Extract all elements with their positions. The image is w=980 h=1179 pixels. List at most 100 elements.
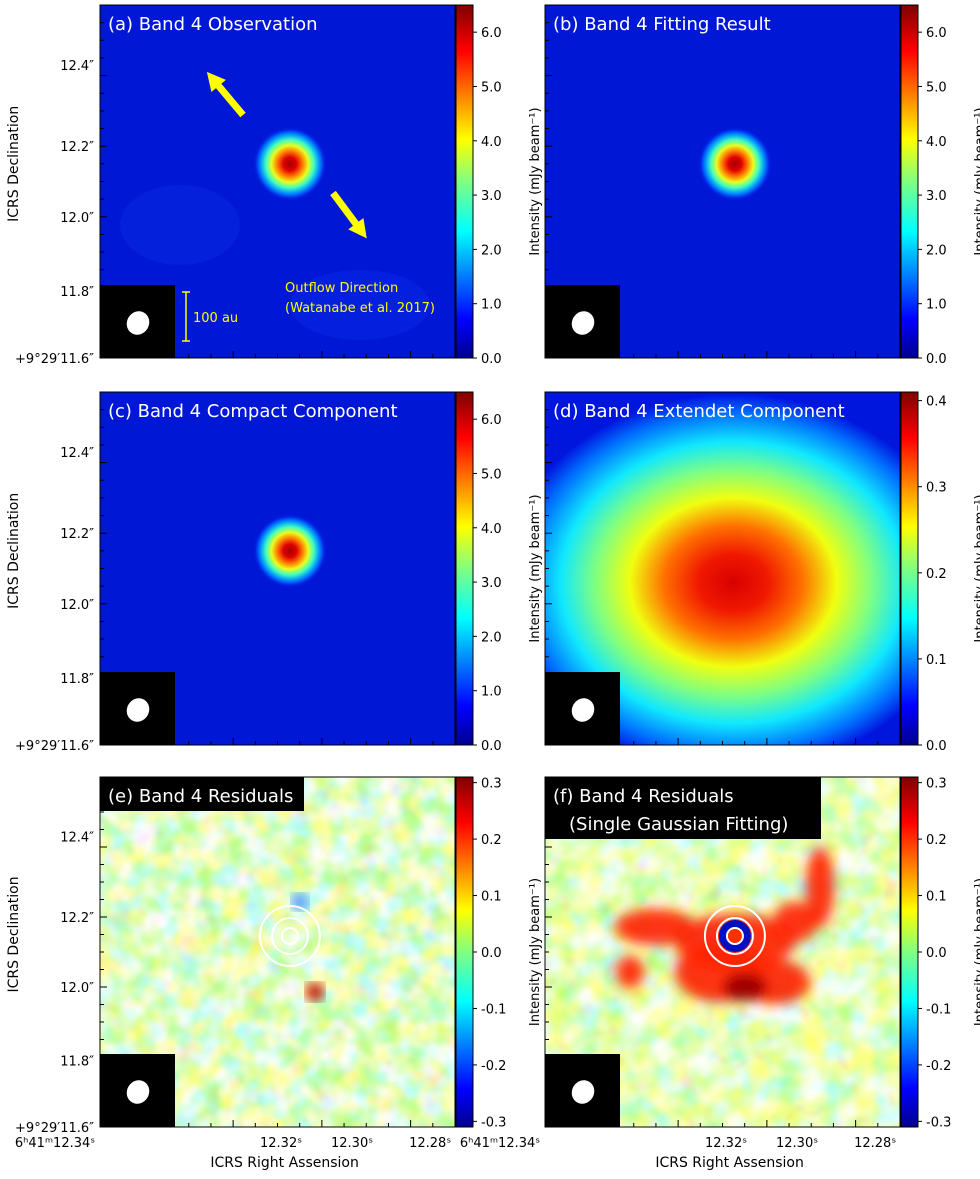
colorbar-tick-label: 0.0	[926, 946, 947, 961]
colorbar-tick-label: 0.0	[481, 946, 502, 961]
colorbar-tick-label: -0.3	[481, 1115, 506, 1130]
panel-title: (c) Band 4 Compact Component	[108, 401, 398, 422]
frame-ticks	[544, 776, 901, 1128]
colorbar-tick-label: 4.0	[926, 135, 947, 150]
beam-ellipse	[126, 311, 150, 335]
noise-patch	[120, 185, 240, 265]
outflow-arrow-head	[348, 218, 367, 239]
beam-ellipse	[571, 1080, 595, 1104]
excess-blob	[806, 847, 834, 927]
positive-center	[726, 928, 743, 944]
excess-peak	[723, 973, 767, 1001]
colorbar-tick-label: 2.0	[481, 630, 502, 645]
panel-f: (f) Band 4 Residuals (Single Gaussian Fit…	[460, 776, 980, 1171]
colorbar: -0.3 -0.2 -0.1 0.0 0.1 0.2 0.3 Intensity (mJy b…	[900, 776, 980, 1130]
y-axis-label: ICRS Declination	[6, 493, 22, 609]
colorbar-label: Intensity (mJy beam⁻¹)	[528, 107, 543, 255]
colorbar-tick-label: 5.0	[481, 80, 502, 95]
extended-source	[545, 394, 900, 745]
colorbar-label: Intensity (mJy beam⁻¹)	[528, 878, 543, 1026]
colorbar-tick-label: 0.0	[481, 352, 502, 367]
excess-blob	[616, 956, 644, 988]
xtick-label: 6ʰ41ᵐ12.34ˢ	[460, 1136, 540, 1151]
title-background	[545, 777, 821, 839]
colorbar: 0.0 1.0 2.0 3.0 4.0 5.0 6.0 Intensity (mJy beam…	[455, 391, 543, 754]
colorbar-tick-label: 6.0	[926, 26, 947, 41]
colorbar-tick-label: 4.0	[481, 522, 502, 537]
panel-title: (d) Band 4 Extendet Component	[553, 401, 845, 422]
ytick-label: 11.8″	[60, 672, 94, 687]
panel-title: (b) Band 4 Fitting Result	[553, 14, 771, 35]
contour-ring	[703, 905, 766, 967]
panel-subtitle: (Single Gaussian Fitting)	[569, 814, 788, 835]
beam-ellipse	[571, 698, 595, 722]
colorbar-tick-label: 1.0	[481, 685, 502, 700]
colorbar: 0.0 1.0 2.0 3.0 4.0 5.0 6.0 Intensity (mJy beam…	[900, 4, 980, 367]
outflow-annotation: Outflow Direction (Watanabe et al. 2017)	[206, 71, 435, 316]
beam-ellipse	[126, 698, 150, 722]
colorbar: -0.3 -0.2 -0.1 0.0 0.1 0.2 0.3 Intensity (mJy b…	[455, 776, 543, 1130]
xtick-label: 12.32ˢ	[260, 1136, 302, 1151]
colorbar-tick-label: -0.3	[926, 1115, 951, 1130]
colorbar-tick-label: -0.1	[926, 1002, 951, 1017]
outflow-ref: (Watanabe et al. 2017)	[285, 301, 435, 316]
excess-blob	[615, 909, 695, 945]
excess-blob	[773, 902, 817, 942]
panel-a: (a) Band 4 Observation 0.0 1.0 2.0 3.0 4.0 5.0…	[6, 4, 543, 367]
colorbar-tick-label: 0.3	[481, 777, 502, 792]
colorbar-tick-label: 0.1	[926, 653, 947, 668]
colorbar-tick-label: 0.1	[926, 890, 947, 905]
ytick-label: 12.2″	[60, 911, 94, 926]
ytick-label: 12.4″	[60, 831, 94, 846]
colorbar-tick-label: 3.0	[481, 189, 502, 204]
outflow-label: Outflow Direction	[285, 281, 398, 296]
ytick-label: 12.2″	[60, 140, 94, 155]
colorbar-gradient	[455, 391, 474, 746]
frame-ticks	[99, 391, 456, 746]
y-axis-label: ICRS Declination	[6, 876, 22, 992]
beam-inset	[545, 1054, 620, 1127]
positive-blob	[305, 983, 324, 1001]
colorbar-gradient	[900, 391, 919, 746]
colorbar: 0.0 0.1 0.2 0.3 0.4 Intensity (mJy beam⁻¹)	[900, 391, 980, 754]
colorbar-tick-label: 3.0	[926, 189, 947, 204]
compact-source-peak	[252, 513, 327, 588]
colorbar-tick-label: 0.2	[926, 833, 947, 848]
panel-title: (e) Band 4 Residuals	[108, 786, 293, 807]
ytick-label: +9°29′11.6″	[15, 1121, 94, 1136]
noise-patch	[290, 270, 430, 340]
colorbar-tick-label: 2.0	[926, 243, 947, 258]
beam-inset	[545, 285, 620, 358]
frame-ticks	[544, 4, 901, 359]
compact-source-peak	[697, 126, 772, 201]
xtick-label: 12.30ˢ	[331, 1136, 373, 1151]
colorbar-gradient	[900, 776, 919, 1128]
colorbar-tick-label: -0.2	[926, 1059, 951, 1074]
colorbar-tick-label: 0.3	[926, 777, 947, 792]
colorbar-gradient	[900, 4, 919, 359]
colorbar-tick-label: 5.0	[481, 467, 502, 482]
panel-title: (f) Band 4 Residuals	[553, 786, 734, 807]
colorbar-label: Intensity (mJy beam⁻¹)	[973, 494, 980, 642]
ytick-label: 12.0″	[60, 211, 94, 226]
colorbar-label: Intensity (mJy beam⁻¹)	[973, 107, 980, 255]
residual-excess	[615, 847, 834, 1004]
colorbar-gradient	[455, 4, 474, 359]
beam-ellipse	[126, 1080, 150, 1104]
xtick-label: 12.30ˢ	[776, 1136, 818, 1151]
beam-inset	[100, 285, 175, 358]
colorbar-tick-label: 4.0	[481, 135, 502, 150]
colorbar-tick-label: 0.0	[481, 739, 502, 754]
frame-ticks	[544, 391, 901, 746]
ytick-label: 11.8″	[60, 1055, 94, 1070]
beam-ellipse	[571, 311, 595, 335]
frame-ticks	[99, 4, 456, 359]
y-axis-label: ICRS Declination	[6, 106, 22, 222]
colorbar-tick-label: 2.0	[481, 243, 502, 258]
xtick-label: 6ʰ41ᵐ12.34ˢ	[15, 1136, 95, 1151]
contour-ring	[270, 917, 309, 955]
x-axis-label: ICRS Right Assension	[655, 1155, 804, 1171]
colorbar-tick-label: -0.2	[481, 1059, 506, 1074]
contour-ring	[280, 927, 299, 945]
